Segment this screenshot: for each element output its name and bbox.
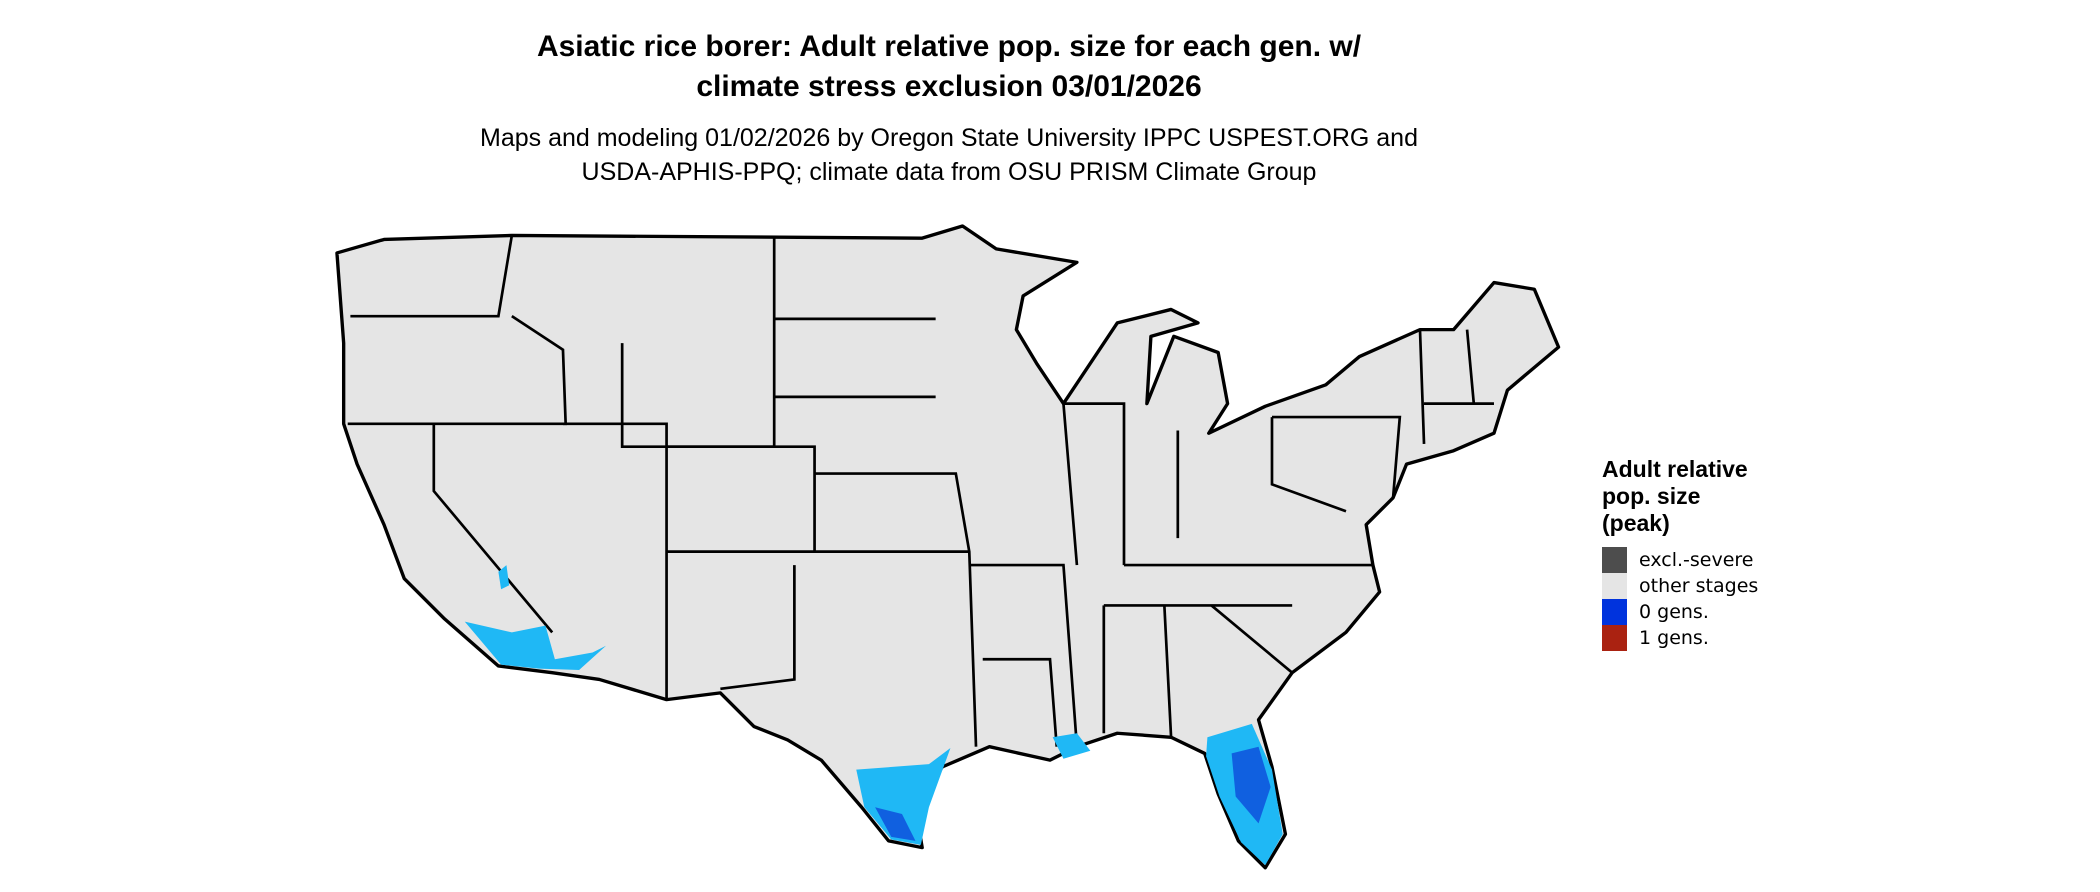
- legend-item-excl-severe: excl.-severe: [1602, 547, 1758, 573]
- legend-item-0-gens: 0 gens.: [1602, 599, 1758, 625]
- legend-title-line: Adult relative: [1602, 456, 1748, 482]
- map-title-line1: Asiatic rice borer: Adult relative pop. …: [536, 30, 1362, 63]
- legend-swatch: [1602, 599, 1627, 625]
- map-subtitle-line2: USDA-APHIS-PPQ; climate data from OSU PR…: [581, 158, 1317, 186]
- map-subtitle-line1: Maps and modeling 01/02/2026 by Oregon S…: [480, 124, 1418, 152]
- legend-label: excl.-severe: [1639, 549, 1754, 571]
- legend-swatch: [1602, 573, 1627, 599]
- state-borders: [347, 235, 1494, 747]
- legend-label: other stages: [1639, 575, 1759, 597]
- legend-swatch: [1602, 547, 1627, 573]
- legend-label: 1 gens.: [1639, 627, 1709, 649]
- map-legend: Adult relative pop. size (peak) excl.-se…: [1602, 456, 1758, 651]
- legend-item-other-stages: other stages: [1602, 573, 1758, 599]
- map-title-line2: climate stress exclusion 03/01/2026: [696, 70, 1202, 103]
- legend-item-1-gens: 1 gens.: [1602, 625, 1758, 651]
- legend-title-line: pop. size: [1602, 483, 1701, 509]
- legend-swatch: [1602, 625, 1627, 651]
- suitability-patches: [464, 565, 1283, 866]
- legend-label: 0 gens.: [1639, 601, 1709, 623]
- legend-title: Adult relative pop. size (peak): [1602, 456, 1758, 537]
- legend-title-line: (peak): [1602, 510, 1670, 536]
